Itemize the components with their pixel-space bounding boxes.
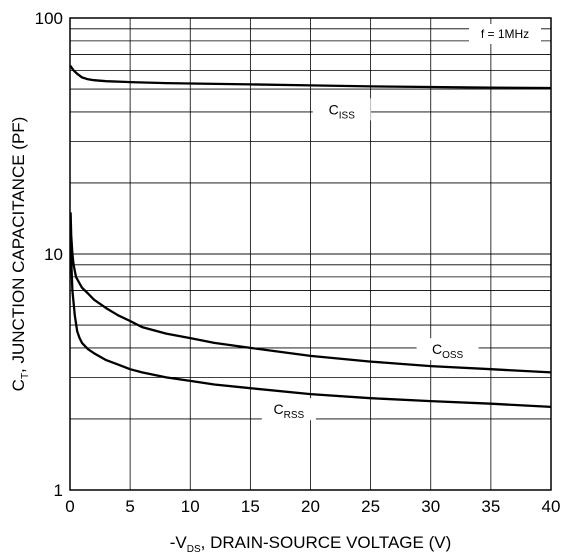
series-label-bg (261, 398, 316, 421)
y-axis-label-prefix: C (9, 379, 28, 391)
y-axis-label-suffix: , JUNCTION CAPACITANCE (PF) (9, 117, 28, 373)
x-tick-label: 30 (421, 497, 440, 516)
annotation-background (469, 24, 541, 44)
y-axis-label-sub: T (20, 373, 31, 379)
series-label-oss: COSS (432, 341, 464, 361)
y-tick-labels: 1 10 100 (35, 9, 63, 500)
x-tick-label: 5 (125, 497, 134, 516)
x-tick-labels: 0 5 10 15 20 25 30 35 40 (65, 497, 560, 516)
series-labels: CISS COSS CRSS (261, 98, 479, 421)
y-tick-label: 10 (44, 245, 63, 264)
series-lines (69, 64, 552, 409)
x-axis-label-prefix: -V (170, 533, 188, 552)
grid (70, 18, 551, 490)
x-tick-label: 40 (542, 497, 561, 516)
annotation-frequency: f = 1MHz (469, 24, 541, 44)
y-tick-label: 100 (35, 9, 63, 28)
x-tick-label: 20 (301, 497, 320, 516)
y-tick-label: 1 (54, 481, 63, 500)
x-tick-label: 15 (241, 497, 260, 516)
series-label-bg (312, 98, 371, 121)
series-label-iss: CISS (329, 101, 356, 121)
x-tick-label: 25 (361, 497, 380, 516)
annotation-text: f = 1MHz (481, 27, 529, 41)
series-label-bg (416, 338, 479, 361)
x-axis-label-suffix: , DRAIN-SOURCE VOLTAGE (V) (201, 533, 452, 552)
y-axis-label: CT, JUNCTION CAPACITANCE (PF) (9, 117, 31, 392)
x-tick-label: 0 (65, 497, 74, 516)
x-tick-label: 35 (481, 497, 500, 516)
series-line-rss (69, 244, 552, 409)
series-line-oss (69, 212, 552, 374)
series-line-iss (69, 64, 552, 90)
x-tick-label: 10 (181, 497, 200, 516)
series-label-rss: CRSS (274, 401, 305, 421)
x-axis-label-sub: DS (187, 544, 201, 554)
x-axis-label: -VDS, DRAIN-SOURCE VOLTAGE (V) (170, 533, 452, 554)
